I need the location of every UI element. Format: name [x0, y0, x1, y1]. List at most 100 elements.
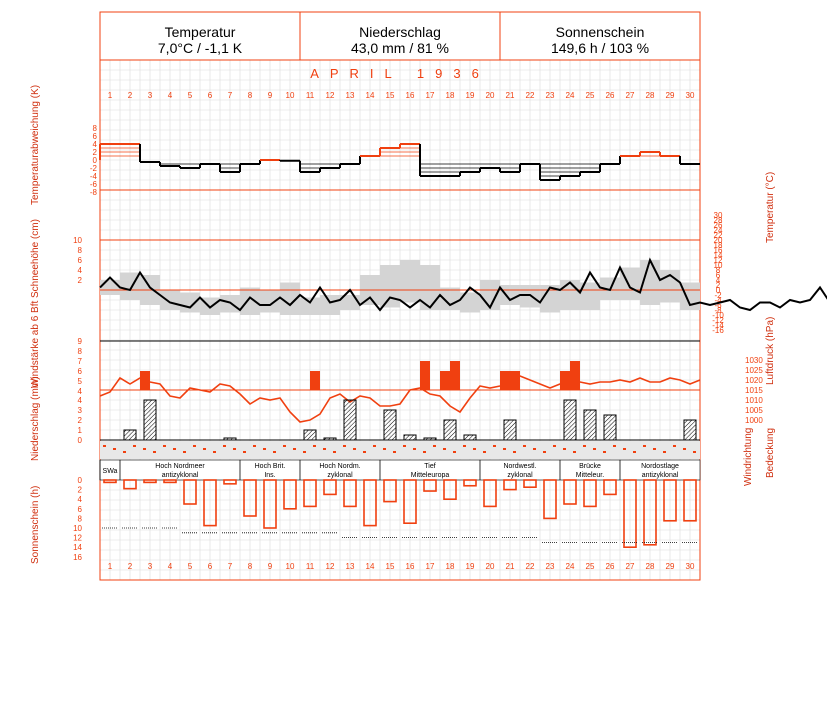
wind-direction-mark [143, 448, 146, 450]
temperature-tick: -16 [712, 326, 724, 335]
temperature-range-band [160, 290, 180, 310]
day-label-bottom: 27 [626, 562, 635, 571]
temperature-axis-label: Temperatur (°C) [765, 171, 776, 243]
precipitation-bar [303, 429, 317, 441]
wind-direction-mark [513, 451, 516, 453]
temperature-range-band [220, 295, 240, 313]
wind-force-tick: 8 [78, 347, 83, 356]
day-label-bottom: 9 [268, 562, 273, 571]
sunshine-tick: 4 [78, 495, 83, 504]
wind-force-tick: 7 [78, 357, 83, 366]
wind-direction-mark [263, 448, 266, 450]
day-label-top: 7 [228, 91, 233, 100]
day-label-top: 13 [346, 91, 355, 100]
day-label-top: 17 [426, 91, 435, 100]
wind-direction-mark [543, 451, 546, 453]
day-label-top: 14 [366, 91, 375, 100]
precipitation-bar [403, 434, 417, 441]
precipitation-bar [443, 419, 457, 441]
sunshine-bar [203, 479, 217, 527]
precipitation-bar [343, 399, 357, 441]
wind-direction-mark [333, 451, 336, 453]
pressure-tick: 1025 [745, 366, 763, 375]
sunshine-bar [223, 479, 237, 485]
pressure-tick: 1020 [745, 376, 763, 385]
pressure-tick: 1030 [745, 356, 763, 365]
temperature-tick: 6 [716, 271, 721, 280]
wind-direction-mark [393, 451, 396, 453]
sunshine-bar [563, 479, 577, 505]
day-label-bottom: 14 [366, 562, 375, 571]
sunshine-tick: 0 [78, 476, 83, 485]
wind-direction-mark [343, 445, 346, 447]
weather-type-label: Mitteleuropa [411, 472, 450, 479]
wind-direction-mark [123, 451, 126, 453]
day-label-top: 10 [286, 91, 295, 100]
sunshine-bar [143, 479, 157, 484]
sunshine-tick: 6 [78, 505, 83, 514]
temp-deviation-tick: 0 [93, 156, 98, 165]
cloud-cover-band [100, 441, 700, 459]
weather-type-label: Hoch Nordm. [319, 463, 360, 470]
day-label-top: 23 [546, 91, 555, 100]
wind-direction-mark [223, 445, 226, 447]
wind-force-tick: 9 [78, 337, 83, 346]
sunshine-bar [543, 479, 557, 520]
day-label-bottom: 24 [566, 562, 575, 571]
sunshine-bar [303, 479, 317, 508]
wind-direction-mark [493, 445, 496, 447]
sunshine-bar [483, 479, 497, 508]
wind-direction-mark [503, 448, 506, 450]
temperature-tick: 2 [716, 281, 721, 290]
wind-direction-mark [453, 451, 456, 453]
weather-type-label: Nordostlage [641, 463, 679, 470]
day-label-top: 27 [626, 91, 635, 100]
wind-direction-mark [173, 448, 176, 450]
sunshine-tick: 8 [78, 514, 83, 523]
wind-direction-mark [423, 451, 426, 453]
temperature-range-band [280, 282, 300, 315]
temperature-tick: -2 [714, 291, 722, 300]
precipitation-bar [563, 399, 577, 441]
weather-type-label: Nordwestl. [503, 463, 536, 470]
wind-direction-mark [103, 445, 106, 447]
wind-direction-mark [673, 445, 676, 447]
weather-type-label: zyklonal [507, 472, 533, 479]
temperature-summary: Temperatur 7,0°C / -1,1 K [100, 12, 300, 60]
wind-direction-mark [293, 448, 296, 450]
temperature-tick: -4 [714, 296, 722, 305]
wind-direction-mark [363, 451, 366, 453]
precipitation-summary: Niederschlag 43,0 mm / 81 % [300, 12, 500, 60]
day-label-bottom: 26 [606, 562, 615, 571]
temperature-tick: 20 [714, 236, 723, 245]
day-label-top: 9 [268, 91, 273, 100]
day-label-top: 3 [148, 91, 153, 100]
temperature-tick: 4 [716, 276, 721, 285]
precipitation-tick: 3 [78, 406, 83, 415]
wind-direction-mark [153, 451, 156, 453]
wind-direction-mark [463, 445, 466, 447]
weather-type-label: Hoch Brit. [255, 463, 286, 470]
wind-direction-mark [283, 445, 286, 447]
temperature-tick: 22 [714, 231, 723, 240]
precipitation-summary-value: 43,0 mm / 81 % [350, 40, 450, 56]
wind-direction-mark [473, 448, 476, 450]
sunshine-summary-label: Sonnenschein [555, 24, 645, 40]
wind-direction-mark [193, 445, 196, 447]
day-label-bottom: 11 [306, 562, 315, 571]
temperature-tick: -10 [712, 311, 724, 320]
day-label-bottom: 8 [248, 562, 253, 571]
day-label-top: 22 [526, 91, 535, 100]
cloud-cover-axis-label: Bedeckung [765, 427, 776, 478]
wind-direction-mark [683, 448, 686, 450]
wind-direction-mark [203, 448, 206, 450]
wind-direction-mark [313, 445, 316, 447]
day-label-top: 6 [208, 91, 213, 100]
day-label-bottom: 12 [326, 562, 335, 571]
snow-depth-tick: 8 [78, 246, 83, 255]
temperature-tick: 8 [716, 266, 721, 275]
precipitation-axis-label: Niederschlag (mm) [30, 376, 41, 461]
temperature-tick: 12 [714, 256, 723, 265]
wind-direction-mark [693, 451, 696, 453]
